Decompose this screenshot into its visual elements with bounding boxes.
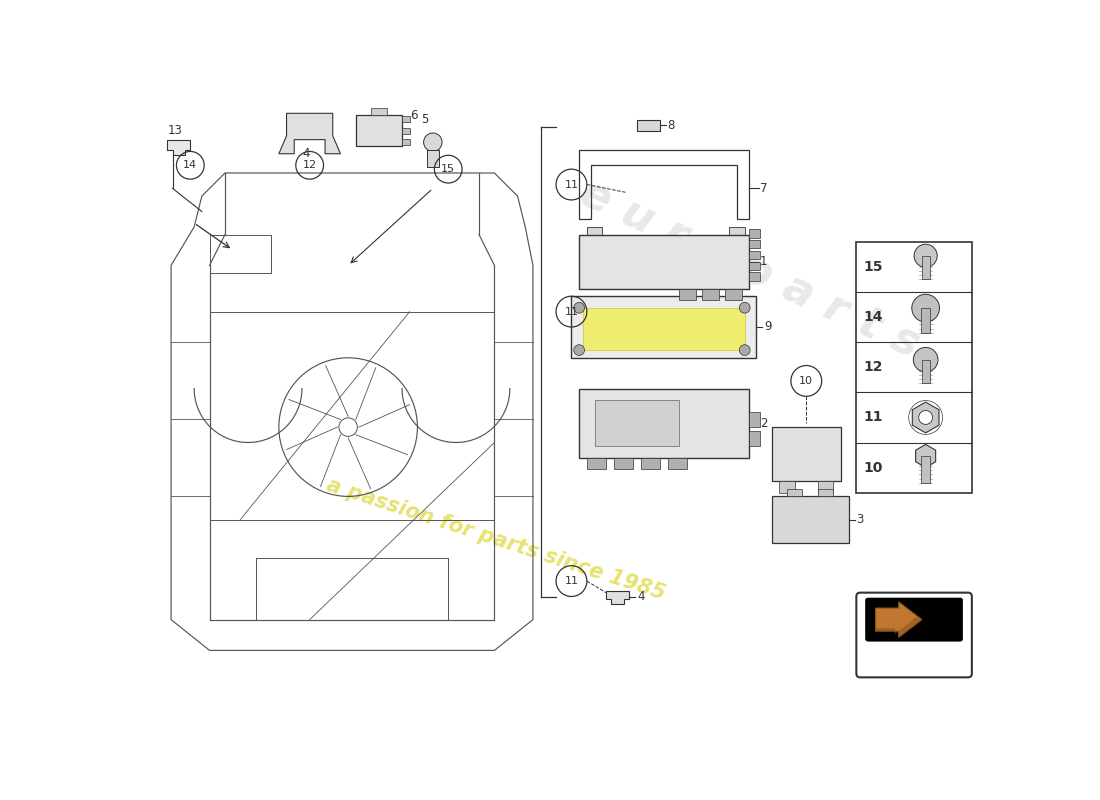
Bar	[579, 234, 748, 289]
Circle shape	[912, 294, 939, 322]
Text: 11: 11	[564, 576, 579, 586]
Bar	[640, 458, 660, 470]
Text: e u r o p a r t s: e u r o p a r t s	[573, 171, 927, 366]
Polygon shape	[279, 114, 341, 154]
Text: 10: 10	[864, 461, 883, 474]
Polygon shape	[915, 445, 936, 467]
Text: 9: 9	[763, 321, 771, 334]
Polygon shape	[167, 140, 190, 155]
Bar	[772, 496, 849, 542]
Bar	[427, 150, 439, 167]
Text: 4: 4	[637, 590, 645, 603]
Bar	[572, 296, 756, 358]
Bar	[594, 400, 680, 446]
Text: 8: 8	[668, 118, 675, 132]
Bar	[579, 389, 748, 458]
Bar	[702, 289, 719, 300]
Circle shape	[914, 244, 937, 267]
Polygon shape	[912, 402, 939, 433]
Text: 5: 5	[421, 113, 429, 126]
Text: 10: 10	[800, 376, 813, 386]
Text: 2: 2	[760, 417, 768, 430]
Text: 15: 15	[864, 260, 883, 274]
Bar	[748, 250, 760, 259]
Bar	[817, 481, 834, 493]
Text: 11: 11	[564, 306, 579, 317]
Bar	[779, 481, 794, 493]
Text: 3: 3	[856, 513, 864, 526]
Bar	[748, 272, 760, 281]
Bar	[729, 227, 745, 234]
Bar	[586, 458, 606, 470]
Circle shape	[739, 302, 750, 313]
Text: 11: 11	[564, 179, 579, 190]
Text: 7: 7	[760, 182, 768, 195]
Circle shape	[913, 347, 938, 372]
Bar	[355, 115, 402, 146]
Bar	[922, 256, 930, 279]
FancyBboxPatch shape	[866, 598, 962, 641]
Bar	[748, 230, 760, 238]
Polygon shape	[606, 591, 629, 604]
Circle shape	[574, 345, 584, 355]
Bar	[817, 489, 834, 496]
Text: 14: 14	[184, 160, 197, 170]
Circle shape	[739, 345, 750, 355]
Bar	[668, 458, 686, 470]
Bar	[726, 289, 742, 300]
Bar	[786, 489, 802, 496]
Text: 15: 15	[441, 164, 455, 174]
Bar	[680, 289, 696, 300]
Bar	[586, 227, 602, 234]
Text: 14: 14	[864, 310, 883, 324]
Circle shape	[424, 133, 442, 151]
Bar	[614, 458, 634, 470]
Bar	[583, 308, 745, 350]
Circle shape	[574, 302, 584, 313]
Text: 11: 11	[864, 410, 883, 425]
Polygon shape	[876, 617, 922, 638]
Bar	[209, 234, 271, 273]
Bar	[748, 412, 760, 427]
Bar	[372, 107, 387, 115]
Polygon shape	[876, 602, 922, 638]
Text: 12: 12	[302, 160, 317, 170]
Bar	[637, 120, 660, 130]
Bar	[922, 308, 930, 333]
Bar	[922, 456, 930, 483]
Bar	[748, 240, 760, 249]
Bar	[402, 116, 409, 122]
Bar	[772, 427, 840, 481]
Bar	[922, 360, 930, 383]
Circle shape	[918, 410, 933, 425]
Text: 13: 13	[167, 124, 183, 137]
Text: 907 05: 907 05	[884, 652, 944, 667]
Bar	[748, 431, 760, 446]
Text: 4: 4	[301, 147, 309, 160]
Bar	[856, 242, 972, 493]
Text: 12: 12	[864, 361, 883, 374]
Bar	[402, 139, 409, 146]
Text: 1: 1	[760, 255, 768, 268]
Text: a passion for parts since 1985: a passion for parts since 1985	[324, 475, 668, 604]
Bar	[402, 127, 409, 134]
Bar	[748, 262, 760, 270]
FancyBboxPatch shape	[856, 593, 972, 678]
Text: 6: 6	[409, 109, 417, 122]
